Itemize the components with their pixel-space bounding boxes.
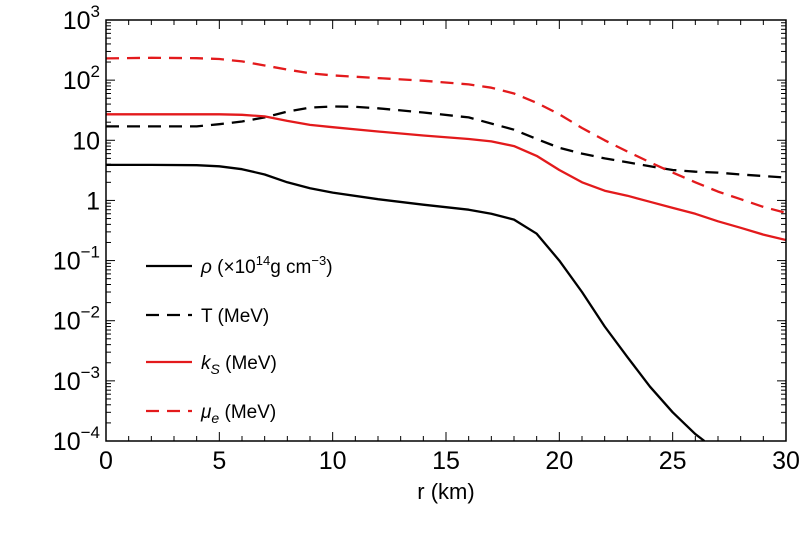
series-line-mu_e [106,56,786,215]
y-tick-label: 102 [63,62,100,95]
x-tick-label: 5 [212,447,226,475]
y-tick-label: 10 [72,127,100,155]
y-tick-label: 103 [63,2,100,35]
y-tick-base: 10 [53,248,81,276]
y-tick-exponent: 2 [91,62,100,81]
y-tick-base: 10 [53,368,81,396]
legend-label-rho: ρ (×1014g cm−3) [200,253,333,278]
series-line-kS [106,113,786,242]
y-tick-label: 10−2 [53,303,100,336]
x-axis-title: r (km) [417,479,474,504]
plot-area [106,56,786,441]
y-tick-base: 10 [53,428,81,456]
y-tick-base: 10 [72,127,100,155]
y-tick-base: 10 [53,308,81,336]
y-tick-exponent: 3 [91,2,100,21]
y-tick-exponent: −2 [81,303,100,322]
legend-label-mu_e: μe (MeV) [200,402,276,426]
legend-label-kS: kS (MeV) [201,353,277,377]
y-tick-label: 1 [86,187,100,215]
y-tick-exponent: −4 [81,423,100,442]
y-tick-label: 10−4 [53,423,100,456]
y-tick-base: 1 [86,187,100,215]
x-tick-label: 25 [659,447,687,475]
y-tick-label: 10−1 [53,243,100,276]
x-tick-label: 20 [545,447,573,475]
x-tick-label: 0 [99,447,113,475]
legend: ρ (×1014g cm−3) T (MeV) kS (MeV) μe (MeV) [146,253,333,426]
axis-ticks [105,20,787,442]
y-tick-exponent: −3 [81,363,100,382]
x-tick-label: 10 [319,447,347,475]
x-tick-label: 15 [432,447,460,475]
series-line-T [106,105,786,179]
x-axis-tick-labels: 0 5 10 15 20 25 30 [99,447,800,475]
y-tick-base: 10 [63,67,91,95]
series-line-rho [106,163,706,441]
y-tick-exponent: −1 [81,243,100,262]
y-tick-base: 10 [63,7,91,35]
x-tick-label: 30 [772,447,800,475]
y-tick-label: 10−3 [53,363,100,396]
legend-label-T: T (MeV) [201,306,269,327]
